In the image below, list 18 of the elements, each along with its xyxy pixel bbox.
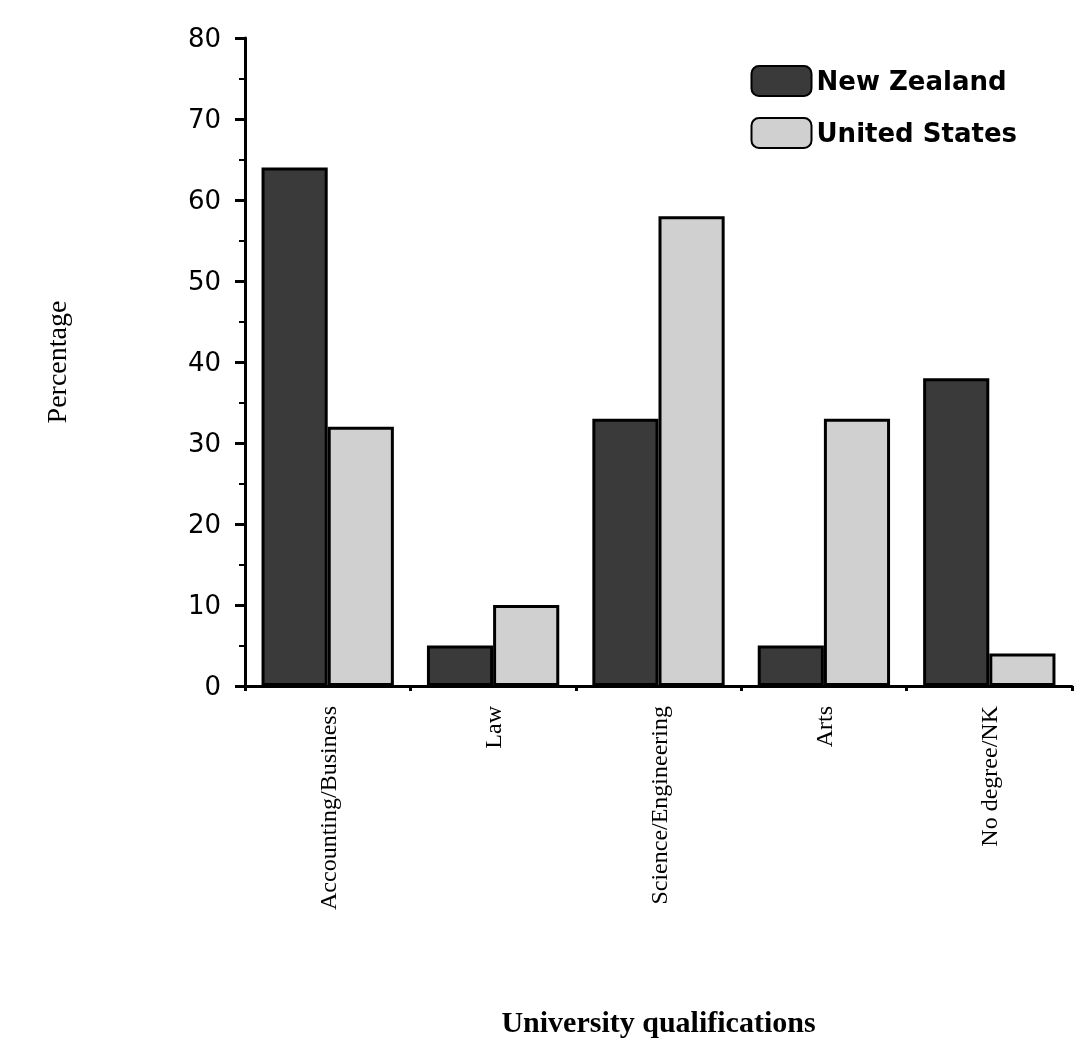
x-tick-label: Arts: [810, 706, 837, 748]
y-tick-label: 20: [187, 509, 221, 539]
y-tick-label: 60: [187, 185, 221, 215]
x-tick-label: Law: [480, 705, 507, 749]
y-tick-label: 50: [187, 266, 221, 296]
y-tick-label: 0: [204, 671, 221, 701]
y-tick-label: 70: [187, 104, 221, 134]
x-tick-label: Science/Engineering: [645, 706, 672, 905]
x-axis-title: University qualifications: [501, 1004, 816, 1038]
y-tick-label: 30: [187, 428, 221, 458]
legend-label: United States: [816, 118, 1017, 148]
y-axis-title: Percentage: [40, 300, 72, 424]
y-tick-label: 40: [187, 347, 221, 377]
legend-label: New Zealand: [816, 66, 1007, 96]
x-tick-label: No degree/NK: [976, 705, 1003, 847]
y-tick-label: 80: [187, 23, 221, 53]
x-tick-label: Accounting/Business: [314, 706, 341, 910]
y-tick-label: 10: [187, 590, 221, 620]
